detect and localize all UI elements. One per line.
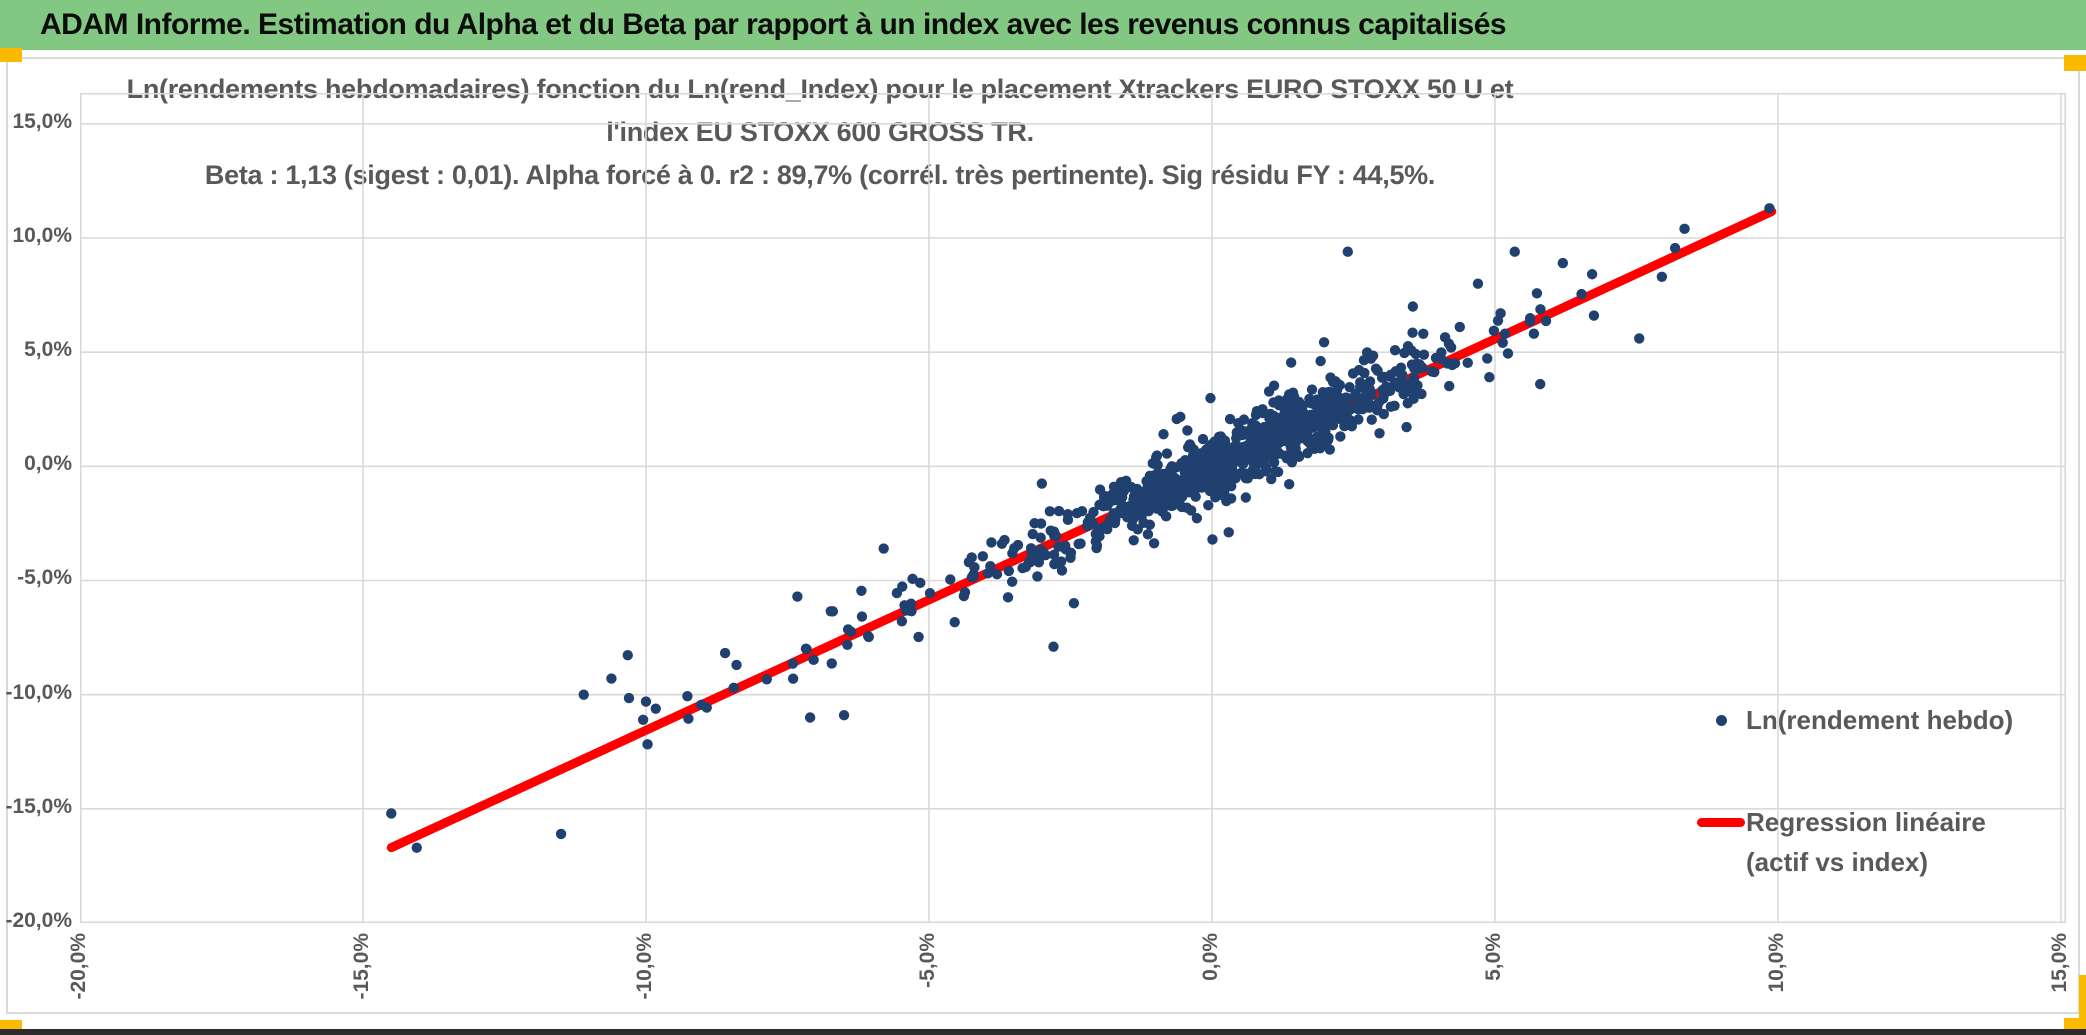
corner-accent-top-left	[0, 48, 22, 62]
y-tick-label: -10,0%	[5, 680, 72, 704]
y-tick-label: -20,0%	[5, 909, 72, 932]
legend-label-regression-line1: Regression linéaire	[1746, 807, 1986, 837]
x-tick-label: -5,0%	[915, 933, 939, 988]
legend-label-scatter: Ln(rendement hebdo)	[1746, 705, 2014, 735]
x-tick-label: 10,0%	[1764, 933, 1788, 993]
chart-title-line2: Beta : 1,13 (sigest : 0,01). Alpha forcé…	[204, 160, 1436, 190]
y-tick-label: 10,0%	[12, 223, 72, 247]
x-tick-label: -20,0%	[67, 933, 90, 1000]
regression-line-marker-icon	[1697, 818, 1745, 827]
x-tick-label: -15,0%	[349, 933, 373, 1000]
chart-title: Ln(rendements hebdomadaires) fonction du…	[120, 68, 1520, 197]
chart-title-line1: Ln(rendements hebdomadaires) fonction du…	[126, 74, 1514, 147]
scatter-dot-marker-icon	[1716, 714, 1727, 726]
y-tick-label: -15,0%	[5, 794, 72, 818]
legend-entry-regression[interactable]: Regression linéaire (actif vs index)	[1692, 802, 2022, 882]
y-tick-label: 15,0%	[12, 109, 72, 133]
x-tick-label: 0,0%	[1198, 933, 1222, 981]
y-tick-label: 0,0%	[24, 452, 72, 476]
legend-marker-cell	[1692, 714, 1746, 726]
y-tick-label: -5,0%	[17, 566, 72, 590]
x-tick-label: 5,0%	[1481, 933, 1505, 981]
header-bar: ADAM Informe. Estimation du Alpha et du …	[0, 0, 2086, 50]
x-tick-label: 15,0%	[2047, 933, 2071, 993]
legend-entry-scatter[interactable]: Ln(rendement hebdo)	[1692, 700, 2022, 740]
header-title: ADAM Informe. Estimation du Alpha et du …	[40, 8, 1507, 41]
legend-label-regression-line2: (actif vs index)	[1746, 847, 1929, 877]
x-tick-label: -10,0%	[632, 933, 656, 1000]
legend-label-regression: Regression linéaire (actif vs index)	[1746, 802, 1986, 882]
edge-accent-right	[2079, 975, 2086, 1035]
legend-marker-cell	[1692, 818, 1746, 827]
corner-accent-top-right	[2064, 55, 2086, 71]
bottom-bar	[0, 1029, 2086, 1035]
plot-area[interactable]	[80, 93, 2066, 923]
y-tick-label: 5,0%	[24, 338, 72, 362]
legend[interactable]: Ln(rendement hebdo) Regression linéaire …	[1692, 700, 2022, 882]
